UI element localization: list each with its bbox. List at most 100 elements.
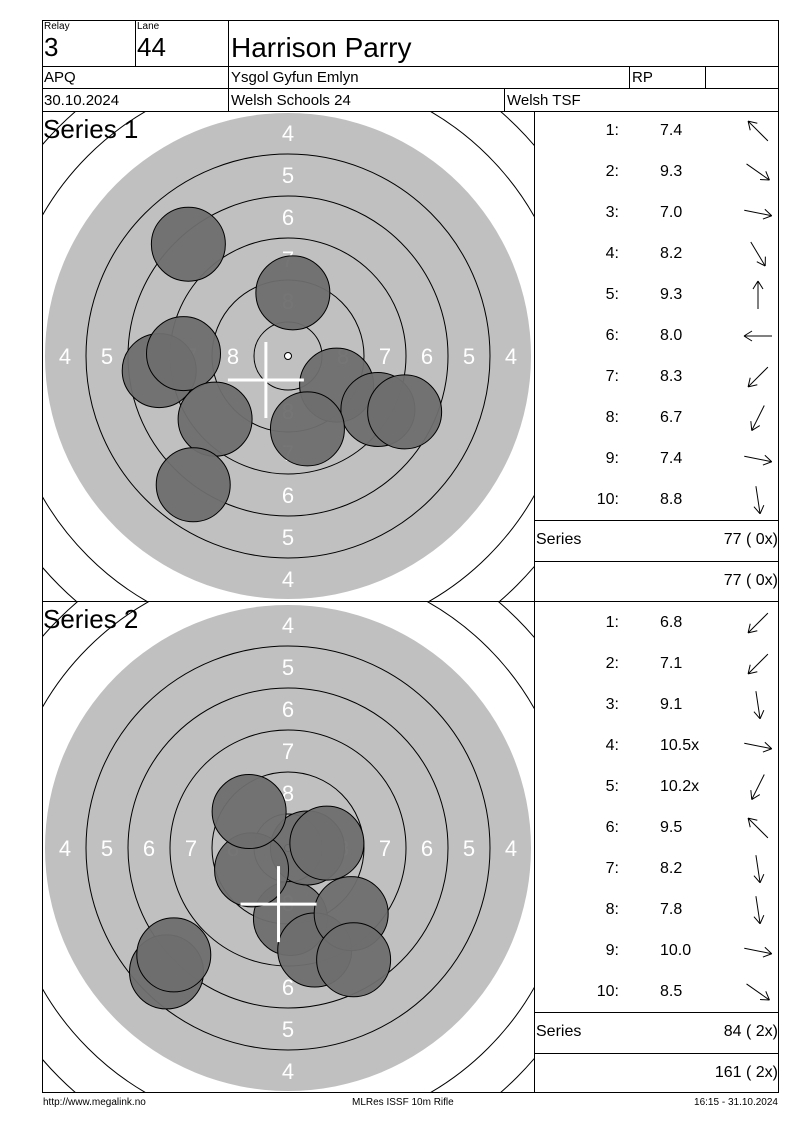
shot-hole bbox=[150, 206, 226, 282]
ring-number: 4 bbox=[59, 836, 71, 861]
competition-name: Welsh Schools 24 bbox=[231, 92, 351, 109]
shot-score: 7.1 bbox=[660, 655, 683, 672]
direction-arrow-icon bbox=[752, 280, 764, 309]
ring-number: 7 bbox=[185, 836, 197, 861]
target-series-1: 44445555666677778888 bbox=[43, 112, 534, 601]
shot-number: 2: bbox=[605, 655, 619, 672]
shot-score: 7.8 bbox=[660, 901, 683, 918]
direction-arrow-icon bbox=[753, 486, 765, 515]
shot-number: 7: bbox=[605, 368, 619, 385]
shot-row: 4: 10.5x bbox=[536, 725, 779, 766]
shot-number: 2: bbox=[605, 163, 619, 180]
shot-row: 10: 8.5 bbox=[536, 971, 779, 1012]
direction-arrow-icon bbox=[747, 817, 769, 839]
ring-number: 6 bbox=[282, 697, 294, 722]
shot-score: 8.8 bbox=[660, 491, 683, 508]
ring-number: 4 bbox=[505, 836, 517, 861]
direction-arrow-icon bbox=[744, 741, 773, 753]
ring-number: 6 bbox=[282, 975, 294, 1000]
direction-arrow-icon bbox=[750, 774, 765, 800]
direction-arrow-icon bbox=[744, 946, 773, 958]
shot-row: 1: 6.8 bbox=[536, 602, 779, 643]
direction-arrow-icon bbox=[750, 405, 765, 431]
shot-row: 3: 9.1 bbox=[536, 684, 779, 725]
direction-arrow-icon bbox=[746, 983, 770, 1001]
ring-number: 4 bbox=[282, 1059, 294, 1084]
shot-hole bbox=[269, 391, 345, 467]
shot-number: 3: bbox=[605, 696, 619, 713]
shot-row: 9: 7.4 bbox=[536, 438, 779, 479]
date: 30.10.2024 bbox=[44, 92, 120, 109]
ring-number: 5 bbox=[282, 655, 294, 680]
shot-row: 1: 7.4 bbox=[536, 110, 779, 151]
shot-score: 8.5 bbox=[660, 983, 683, 1000]
series-2-title: Series 2 bbox=[43, 604, 139, 634]
shot-hole bbox=[211, 774, 287, 850]
direction-arrow-icon bbox=[747, 366, 769, 388]
ring-number: 5 bbox=[282, 1017, 294, 1042]
ring-number: 5 bbox=[463, 344, 475, 369]
shot-number: 9: bbox=[605, 450, 619, 467]
ring-number: 5 bbox=[282, 163, 294, 188]
shot-row: 5: 10.2x bbox=[536, 766, 779, 807]
shot-score: 6.8 bbox=[660, 614, 683, 631]
shot-row: 5: 9.3 bbox=[536, 274, 779, 315]
ring-number: 4 bbox=[505, 344, 517, 369]
target-series-2: 44445555666677778888 bbox=[43, 602, 534, 1092]
ring-number: 6 bbox=[421, 836, 433, 861]
shot-score: 7.0 bbox=[660, 204, 683, 221]
footer-url[interactable]: http://www.megalink.no bbox=[43, 1097, 146, 1108]
shot-number: 7: bbox=[605, 860, 619, 877]
direction-arrow-icon bbox=[743, 330, 772, 342]
shot-row: 2: 9.3 bbox=[536, 151, 779, 192]
series-1-title: Series 1 bbox=[43, 114, 139, 144]
shot-score: 9.5 bbox=[660, 819, 683, 836]
shot-number: 5: bbox=[605, 778, 619, 795]
rp-label: RP bbox=[632, 69, 653, 86]
ring-number: 7 bbox=[282, 739, 294, 764]
series-1-total-label: Series bbox=[536, 531, 582, 548]
ring-number: 6 bbox=[282, 483, 294, 508]
series-2-total-label: Series bbox=[536, 1023, 582, 1040]
lane-label: Lane bbox=[137, 21, 160, 32]
shot-score: 9.3 bbox=[660, 163, 683, 180]
direction-arrow-icon bbox=[753, 896, 765, 925]
shot-score: 9.1 bbox=[660, 696, 683, 713]
direction-arrow-icon bbox=[744, 454, 773, 466]
ring-number: 5 bbox=[101, 344, 113, 369]
shooter-name: Harrison Parry bbox=[231, 32, 412, 63]
shot-row: 8: 6.7 bbox=[536, 397, 779, 438]
ring-number: 6 bbox=[282, 205, 294, 230]
shot-number: 3: bbox=[605, 204, 619, 221]
shot-score: 6.7 bbox=[660, 409, 683, 426]
series-1-running-total: 77 ( 0x) bbox=[723, 572, 778, 589]
ring-number: 6 bbox=[143, 836, 155, 861]
shot-number: 8: bbox=[605, 409, 619, 426]
shot-hole bbox=[289, 805, 365, 881]
ring-6 bbox=[127, 687, 449, 1009]
ring-number: 7 bbox=[379, 344, 391, 369]
shot-score: 8.2 bbox=[660, 245, 683, 262]
scorecard-frame bbox=[42, 20, 779, 1093]
shot-row: 7: 8.3 bbox=[536, 356, 779, 397]
shot-score: 7.4 bbox=[660, 122, 683, 139]
shot-hole bbox=[316, 922, 392, 998]
ring-number: 4 bbox=[282, 121, 294, 146]
shot-hole bbox=[155, 447, 231, 523]
relay-cell: Relay 3 bbox=[42, 20, 135, 66]
ring-number: 7 bbox=[379, 836, 391, 861]
shot-number: 4: bbox=[605, 245, 619, 262]
shot-row: 3: 7.0 bbox=[536, 192, 779, 233]
ring-number: 8 bbox=[282, 781, 294, 806]
shot-number: 4: bbox=[605, 737, 619, 754]
shot-number: 1: bbox=[605, 614, 619, 631]
target-rings: 44445555666677778888 bbox=[43, 112, 534, 601]
shot-score: 10.5x bbox=[660, 737, 700, 754]
ring-5 bbox=[85, 153, 491, 559]
series-2-running-total: 161 ( 2x) bbox=[714, 1064, 778, 1081]
shot-score: 8.3 bbox=[660, 368, 683, 385]
shot-row: 4: 8.2 bbox=[536, 233, 779, 274]
shot-number: 8: bbox=[605, 901, 619, 918]
mean-impact-cross bbox=[227, 342, 304, 419]
shot-hole bbox=[255, 255, 331, 331]
